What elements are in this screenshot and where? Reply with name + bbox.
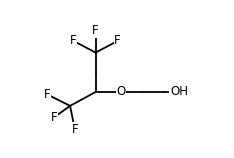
Text: F: F bbox=[114, 34, 121, 47]
Text: F: F bbox=[70, 34, 77, 47]
Text: O: O bbox=[117, 85, 126, 98]
Text: F: F bbox=[71, 123, 78, 136]
Text: F: F bbox=[51, 111, 57, 124]
Text: F: F bbox=[44, 88, 50, 101]
Text: F: F bbox=[92, 24, 99, 37]
Text: OH: OH bbox=[170, 85, 188, 98]
